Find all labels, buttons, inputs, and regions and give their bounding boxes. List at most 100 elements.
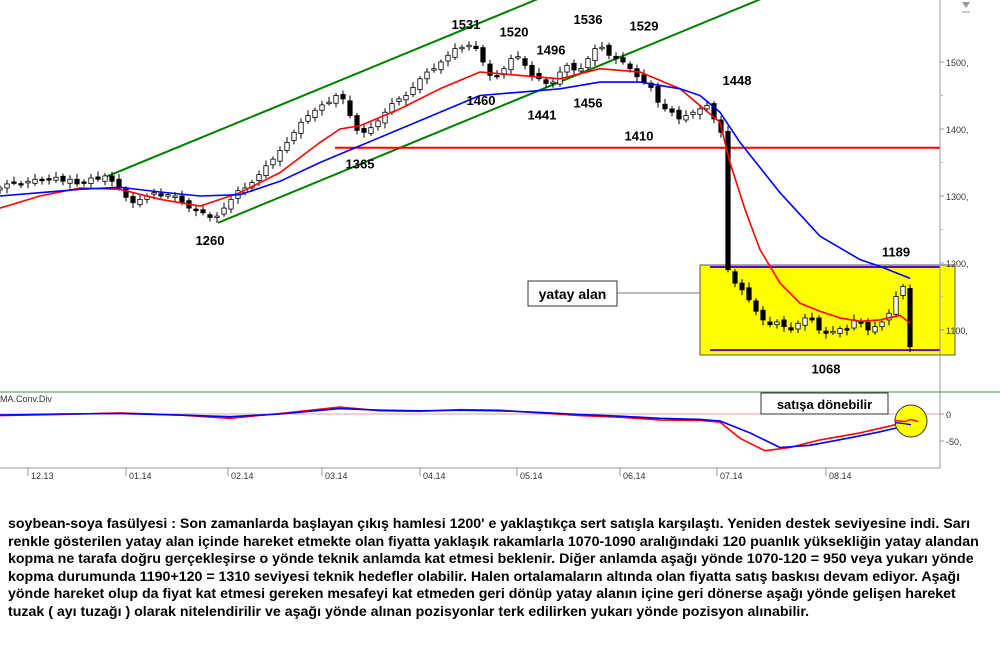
candle — [760, 306, 766, 326]
candle — [571, 59, 577, 76]
candle-body — [109, 175, 115, 182]
candle — [893, 291, 899, 317]
candle-body — [893, 296, 899, 315]
candle — [347, 95, 353, 119]
candle-body — [578, 68, 584, 72]
indicator-label: MA.Conv.Div — [0, 394, 52, 404]
candle — [32, 173, 38, 186]
candle — [823, 326, 829, 339]
candle — [655, 82, 661, 108]
candle-body — [879, 321, 885, 328]
candle — [284, 137, 290, 154]
candle — [473, 40, 479, 52]
y-tick-label: 1400, — [946, 125, 969, 135]
candle-body — [403, 95, 409, 101]
candle-body — [424, 71, 430, 80]
y-tick-label: 1200, — [946, 259, 969, 269]
candle — [95, 171, 101, 182]
candle-body — [32, 178, 38, 184]
candle-body — [270, 158, 276, 166]
candle — [529, 61, 535, 81]
candle — [25, 177, 31, 189]
callout-box — [527, 280, 618, 307]
candle-body — [431, 68, 437, 71]
candle — [620, 52, 626, 65]
candle-body — [179, 195, 185, 204]
candle — [781, 315, 787, 333]
candle-body — [606, 44, 612, 56]
candle — [459, 44, 465, 53]
candle-body — [228, 198, 234, 210]
candle — [270, 156, 276, 169]
x-tick-label: 06.14 — [623, 471, 646, 481]
x-tick-label: 04.14 — [423, 471, 446, 481]
candle-body — [634, 68, 640, 78]
candle-body — [459, 46, 465, 50]
candle-body — [627, 63, 633, 70]
candle-body — [585, 58, 591, 69]
price-label: 1068 — [812, 361, 841, 376]
candle-body — [641, 74, 647, 83]
candle — [844, 324, 850, 336]
candle — [494, 70, 500, 80]
price-label: 1460 — [467, 93, 496, 108]
candle — [837, 325, 843, 338]
candle — [606, 42, 612, 60]
candle — [445, 51, 451, 67]
candle-body — [81, 181, 87, 184]
price-label: 1520 — [500, 25, 529, 40]
candle-body — [592, 48, 598, 62]
candle — [319, 100, 325, 116]
x-tick-label: 03.14 — [325, 471, 348, 481]
candle-body — [60, 175, 66, 182]
candle-body — [494, 75, 500, 78]
candle — [830, 325, 836, 336]
candle-body — [571, 62, 577, 71]
candle-body — [193, 208, 199, 212]
candle — [382, 108, 388, 129]
candle — [725, 125, 731, 273]
candle — [410, 82, 416, 98]
y-tick-label: 1300, — [946, 192, 969, 202]
candle-body — [508, 58, 514, 71]
candle-body — [795, 322, 801, 330]
candle — [774, 319, 780, 329]
candle — [53, 171, 59, 183]
candle-body — [382, 111, 388, 124]
candle-body — [669, 108, 675, 113]
candle — [788, 322, 794, 333]
candle — [39, 176, 45, 185]
candle — [907, 284, 913, 353]
macd-callout-box — [760, 392, 889, 415]
candle-body — [39, 178, 45, 182]
candle-body — [417, 78, 423, 90]
candle — [277, 146, 283, 167]
candle — [11, 176, 17, 186]
candle-body — [865, 321, 871, 331]
candle-body — [613, 55, 619, 60]
candle — [872, 321, 878, 335]
candle-body — [172, 195, 178, 198]
candle-body — [732, 271, 738, 284]
candle-body — [4, 183, 10, 189]
x-tick-label: 01.14 — [129, 471, 152, 481]
trendline-2 — [217, 0, 762, 224]
candle-body — [781, 319, 787, 328]
moving-average-red — [0, 67, 911, 324]
candle-body — [697, 108, 703, 115]
candle-body — [704, 105, 710, 110]
candle-body — [473, 45, 479, 50]
candle — [102, 173, 108, 186]
candle-body — [438, 61, 444, 71]
candle-body — [46, 178, 52, 181]
price-label: 1260 — [196, 233, 225, 248]
commentary-text: soybean-soya fasülyesi : Son zamanlarda … — [8, 516, 979, 620]
candle — [599, 41, 605, 52]
candle — [662, 98, 668, 112]
candle — [333, 92, 339, 108]
candle-body — [305, 115, 311, 122]
candle-body — [725, 130, 731, 271]
candle — [487, 59, 493, 81]
macd-callout-label: satışa dönebilir — [777, 397, 872, 412]
candle-body — [816, 317, 822, 331]
